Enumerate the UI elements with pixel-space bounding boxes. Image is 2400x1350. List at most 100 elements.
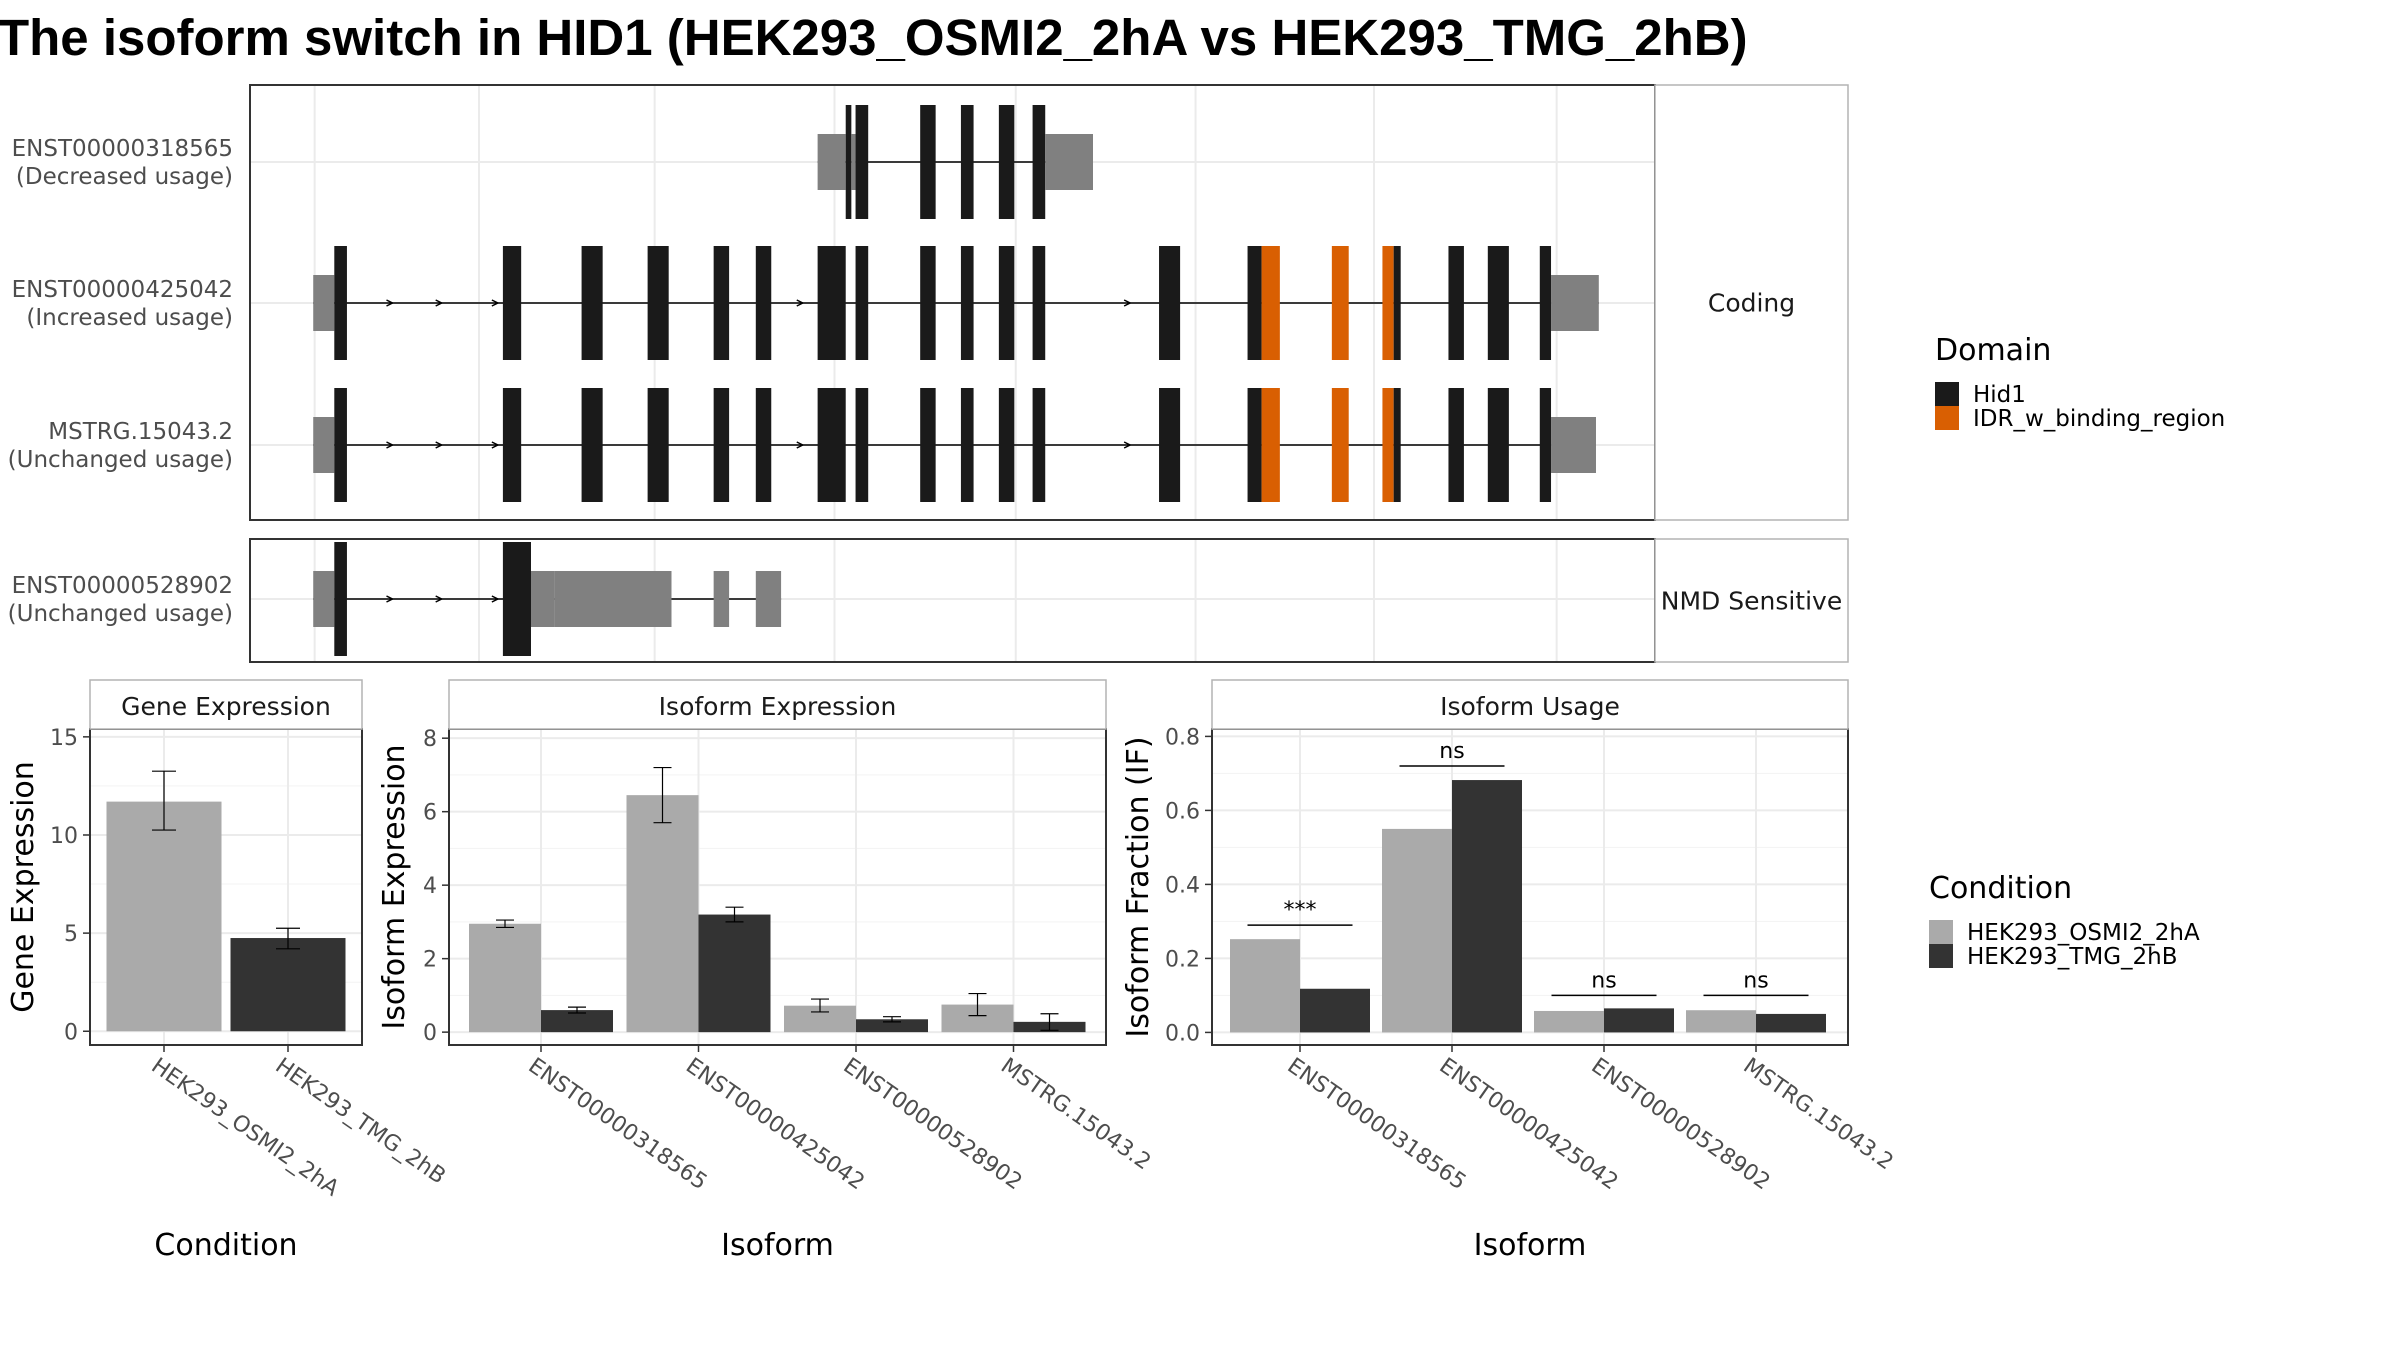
transcript-usage-label: (Increased usage) [26,305,233,331]
bar [626,795,699,1033]
exon-block [1393,388,1401,502]
intron-arrow [386,299,395,307]
transcript-row [313,246,1599,360]
transcript-usage-label: (Decreased usage) [16,164,233,190]
bar [1756,1013,1826,1033]
x-axis-title: Condition [154,1228,297,1263]
y-tick-label: 0.2 [1165,947,1200,972]
exon-block [1448,246,1464,360]
figure-title: The isoform switch in HID1 (HEK293_OSMI2… [0,9,1748,66]
bar [1230,939,1300,1033]
facet-strip-label: Isoform Expression [659,692,897,721]
y-axis-title: Gene Expression [6,761,41,1013]
facet-strip [448,679,1107,730]
exon-block [960,246,974,360]
exon-block [647,246,669,360]
exon-block [581,388,603,502]
condition-legend-label: HEK293_TMG_2hB [1967,944,2178,970]
idr-domain-block [1382,388,1394,502]
bar [469,923,541,1033]
y-axis-title: Isoform Expression [377,744,412,1029]
x-axis-title: Isoform [721,1228,834,1263]
transcript-panel-bg [250,539,1655,662]
utr-block [817,134,846,190]
exon-block [1487,246,1509,360]
exon-block [1032,105,1046,219]
intron-arrow [491,299,500,307]
domain-legend-swatch [1935,406,1959,430]
bar [541,1010,613,1033]
condition-legend-title: Condition [1929,871,2072,906]
utr-block [1045,134,1093,190]
exon-block [1247,246,1262,360]
x-axis-title: Isoform [1474,1228,1587,1263]
bar [698,914,771,1033]
intron-arrow [435,595,444,603]
exon-block [1393,246,1401,360]
bar [1300,988,1370,1033]
exon-block [755,388,772,502]
exon-block [502,388,522,502]
x-tick-label: MSTRG.15043.2 [1739,1053,1898,1175]
condition-legend-swatch [1929,944,1953,968]
intron-arrow [435,299,444,307]
bar [1686,1010,1756,1033]
facet-strip-label: NMD Sensitive [1661,587,1842,616]
idr-domain-block [1331,246,1349,360]
exon-block [502,542,531,656]
bar [230,938,346,1032]
x-tick-label: MSTRG.15043.2 [996,1053,1155,1175]
y-tick-label: 5 [64,922,78,947]
y-tick-label: 0.6 [1165,799,1200,824]
facet-strip-label: Isoform Usage [1440,692,1620,721]
domain-legend-label: IDR_w_binding_region [1973,406,2225,432]
utr-block [313,417,335,473]
utr-block [313,571,335,627]
domain-legend-title: Domain [1935,333,2051,368]
condition-legend-label: HEK293_OSMI2_2hA [1967,920,2200,946]
intron-arrow [796,441,805,449]
idr-domain-block [1382,246,1394,360]
exon-block [647,388,669,502]
exon-block [1247,388,1262,502]
transcript-id-label: ENST00000425042 [12,277,233,303]
utr-block [1551,275,1599,331]
y-tick-label: 15 [50,726,78,751]
intron-arrow [435,441,444,449]
significance-label: ns [1743,968,1768,993]
exon-block [960,388,974,502]
facet-strip-label: Gene Expression [121,692,331,721]
exon-block [920,105,936,219]
intron-arrow [386,595,395,603]
facet-strip [1654,84,1849,521]
domain-legend-swatch [1935,382,1959,406]
exon-block [817,246,846,360]
intron-arrow [491,595,500,603]
exon-block [1159,388,1181,502]
exon-block [334,542,347,656]
transcript-row [313,388,1596,502]
intron-arrow [1123,299,1132,307]
utr-block [554,571,672,627]
transcript-id-label: ENST00000318565 [12,136,233,162]
exon-block [1539,246,1552,360]
y-tick-label: 0 [423,1021,437,1046]
exon-block [1539,388,1552,502]
intron-arrow [1123,441,1132,449]
bar [106,801,222,1032]
exon-block [1159,246,1181,360]
exon-block [920,246,936,360]
condition-legend-swatch [1929,920,1953,944]
bar [1604,1008,1674,1033]
y-tick-label: 0.0 [1165,1021,1200,1046]
exon-block [998,388,1015,502]
exon-block [817,388,846,502]
utr-block [531,571,555,627]
exon-block [1032,388,1046,502]
idr-domain-block [1331,388,1349,502]
